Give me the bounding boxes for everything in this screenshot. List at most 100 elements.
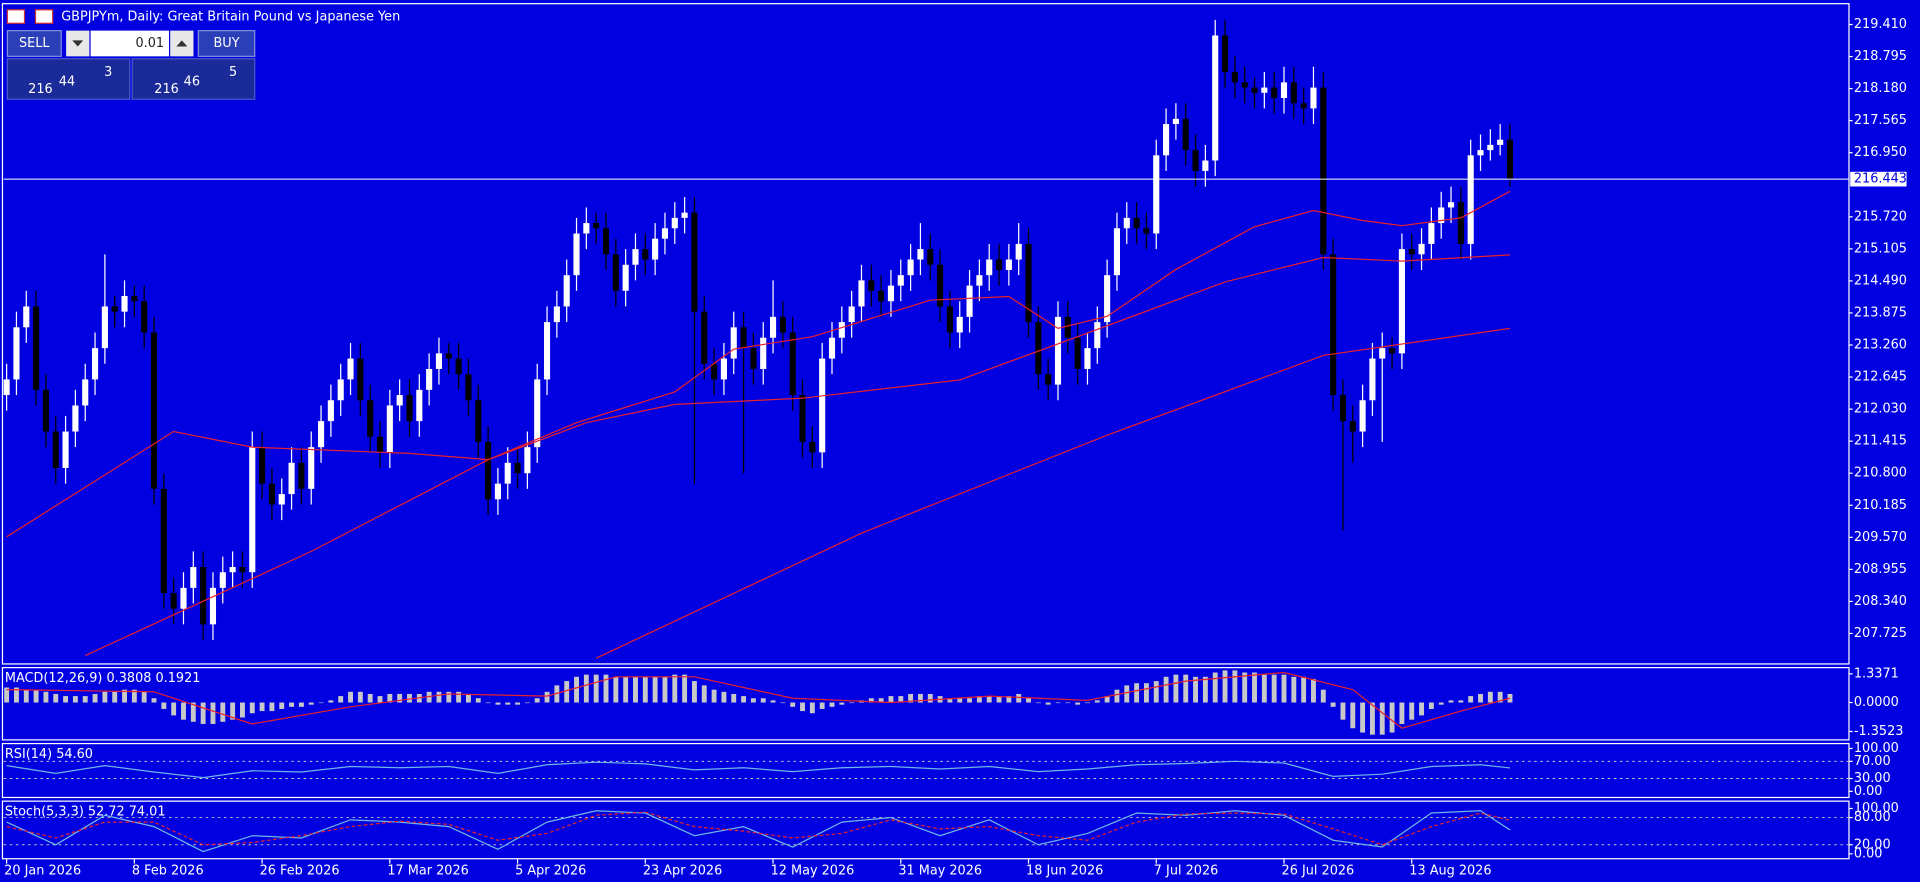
candle-body xyxy=(180,587,187,609)
candle-body xyxy=(632,249,639,265)
panel-border xyxy=(1,800,1850,860)
histogram-bar xyxy=(1124,685,1130,703)
y-tick-label: 219.410 xyxy=(1854,17,1907,32)
histogram-bar xyxy=(279,702,285,709)
histogram-bar xyxy=(200,702,206,724)
indicator-line xyxy=(6,190,1511,538)
histogram-bar xyxy=(1399,702,1405,724)
lot-input[interactable] xyxy=(90,30,169,57)
candle-body xyxy=(1310,87,1317,109)
indicator-label: RSI(14) 54.60 xyxy=(5,747,93,762)
histogram-bar xyxy=(898,696,904,703)
histogram-bar xyxy=(1045,702,1051,705)
candle-body xyxy=(1467,155,1474,244)
histogram-bar xyxy=(1360,702,1366,733)
histogram-bar xyxy=(564,681,570,703)
candle-body xyxy=(249,447,256,573)
histogram-bar xyxy=(672,674,678,703)
candle-body xyxy=(1477,150,1484,156)
histogram-bar xyxy=(328,700,334,703)
candle-body xyxy=(1241,82,1248,88)
candle-body xyxy=(878,290,885,302)
candle-body xyxy=(278,494,285,505)
candle-body xyxy=(1113,228,1121,276)
histogram-bar xyxy=(220,702,226,722)
y-tick-label: 213.260 xyxy=(1854,338,1907,353)
candle-body xyxy=(1389,348,1396,354)
candle-body xyxy=(671,217,678,229)
ask-big: 216 xyxy=(154,82,179,97)
y-tick-label: 208.955 xyxy=(1854,562,1907,577)
histogram-bar xyxy=(1114,689,1120,703)
y-tick-label: 210.185 xyxy=(1854,498,1907,513)
histogram-bar xyxy=(1075,702,1081,705)
histogram-bar xyxy=(1369,702,1375,735)
x-tick-label: 12 May 2026 xyxy=(771,863,855,878)
histogram-bar xyxy=(908,693,914,703)
candle-body xyxy=(435,353,443,369)
histogram-bar xyxy=(289,702,295,707)
icon xyxy=(34,9,54,24)
histogram-bar xyxy=(131,689,137,703)
candle-body xyxy=(1300,103,1307,109)
candle-body xyxy=(455,358,462,375)
histogram-bar xyxy=(849,702,855,704)
candle-body xyxy=(986,259,993,276)
histogram-bar xyxy=(465,693,471,703)
lot-value: 0.01 xyxy=(135,36,164,51)
histogram-bar xyxy=(957,698,963,703)
ask-box[interactable] xyxy=(131,58,256,100)
candle-body xyxy=(514,462,521,474)
histogram-bar xyxy=(1291,676,1297,703)
histogram-bar xyxy=(397,693,403,703)
candle-body xyxy=(1064,316,1071,338)
y-tick-label: 30.00 xyxy=(1854,771,1891,786)
histogram-bar xyxy=(917,693,923,703)
histogram-bar xyxy=(1183,674,1189,703)
candle-body xyxy=(828,337,836,359)
toolbar-icons xyxy=(6,9,54,24)
candle-body xyxy=(52,431,59,469)
y-tick-label: 0.0000 xyxy=(1854,695,1899,710)
histogram-bar xyxy=(534,698,540,703)
candle-body xyxy=(681,212,688,218)
candle-body xyxy=(1094,322,1101,349)
price-label: 216.443 xyxy=(1854,172,1907,187)
histogram-bar xyxy=(888,696,894,703)
bid-box[interactable] xyxy=(6,58,131,100)
histogram-bar xyxy=(1193,676,1199,703)
indicator-line xyxy=(6,811,1511,846)
histogram-bar xyxy=(1311,678,1316,703)
candle-body xyxy=(799,395,806,442)
candle-body xyxy=(465,374,472,401)
candle-body xyxy=(907,259,914,276)
y-tick-label: 218.180 xyxy=(1854,81,1907,96)
histogram-bar xyxy=(682,674,688,703)
indicator-line xyxy=(6,810,1511,853)
candle-body xyxy=(1261,87,1268,93)
ask-mid: 46 xyxy=(184,75,200,90)
histogram-bar xyxy=(809,702,815,714)
histogram-bar xyxy=(780,702,786,704)
candle-body xyxy=(1123,217,1130,229)
histogram-bar xyxy=(1478,693,1483,703)
candle-body xyxy=(298,462,305,489)
histogram-bar xyxy=(691,681,697,703)
histogram-bar xyxy=(574,676,579,703)
buy-button[interactable] xyxy=(197,30,256,57)
candle-body xyxy=(229,567,236,573)
candle-body xyxy=(141,301,148,333)
candle-body xyxy=(426,368,433,390)
sell-button[interactable] xyxy=(6,30,62,57)
bid-mid: 44 xyxy=(59,75,75,90)
candle-body xyxy=(779,316,786,333)
histogram-bar xyxy=(1350,702,1356,729)
candle-body xyxy=(1359,400,1366,432)
candle-body xyxy=(62,431,69,469)
icon xyxy=(6,9,26,24)
candle-body xyxy=(1104,275,1111,323)
histogram-bar xyxy=(1468,696,1474,703)
candle-body xyxy=(1497,139,1504,145)
histogram-bar xyxy=(515,702,521,705)
